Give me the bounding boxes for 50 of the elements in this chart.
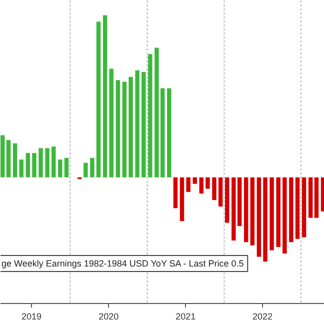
bar [135,70,140,178]
x-tick-label: 2019 [21,312,42,322]
bar [225,177,230,223]
bar [32,153,36,178]
bar [122,82,127,178]
x-tick-label: 2020 [98,312,119,322]
bar [96,22,101,178]
bar [142,72,146,178]
bar [64,158,69,178]
bar [302,177,306,238]
bar [109,68,114,178]
bar [276,177,280,248]
bar [282,177,287,254]
bar [167,88,172,178]
bar [256,177,262,257]
bar [270,177,274,250]
bar [19,160,24,178]
bar [206,177,210,189]
annotation: ge Weekly Earnings 1982-1984 USD YoY SA - Last Price 0.5 [2,258,244,268]
bar [218,177,223,207]
bar [295,177,300,239]
x-tick-label: 2021 [176,312,196,322]
bar [199,177,204,194]
bar [102,15,108,178]
bar [116,80,120,178]
bar [308,177,313,218]
bar [26,153,30,178]
bar [314,177,319,218]
bar [173,177,178,208]
bar [128,76,133,178]
bar [180,177,184,222]
bar [212,177,216,200]
x-tick-label: 2022 [252,312,273,322]
bar [12,143,18,178]
bar [52,146,56,178]
bar [38,148,43,178]
bar [6,140,11,178]
bar [90,158,94,178]
bar [45,148,50,178]
bar [320,177,324,212]
bar [244,177,248,242]
bar [148,54,152,178]
bar [186,177,190,192]
bar [58,160,62,178]
bar [0,135,5,178]
bar [263,177,268,262]
bar [192,177,197,184]
bar [84,162,88,178]
bar [250,177,255,246]
bar [289,177,294,242]
